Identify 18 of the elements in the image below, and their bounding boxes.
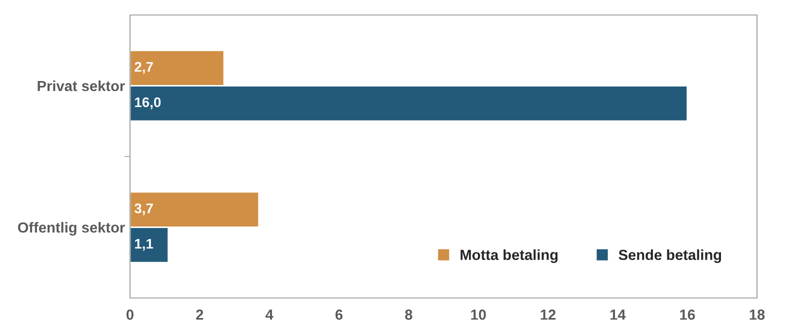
data-label: 16,0 xyxy=(135,97,161,110)
legend-label: Sende betaling xyxy=(618,249,722,263)
x-tick-label: 8 xyxy=(405,309,412,320)
x-tick-label: 6 xyxy=(335,309,343,320)
x-tick-label: 14 xyxy=(610,310,626,320)
y-tick-label: Offentlig sektor xyxy=(18,222,125,236)
y-tick-label: Privat sektor xyxy=(38,80,125,92)
x-tick-label: 18 xyxy=(750,309,765,320)
x-tick-label: 2 xyxy=(196,309,204,320)
x-tick-label: 0 xyxy=(126,309,134,320)
data-label: 2,7 xyxy=(134,62,153,74)
x-tick-label: 12 xyxy=(540,309,556,320)
x-tick-label: 10 xyxy=(471,309,486,320)
data-label: 3,7 xyxy=(134,203,153,216)
x-tick-label: 4 xyxy=(266,310,274,320)
x-tick-label: 16 xyxy=(680,309,695,320)
legend-label: Motta betaling xyxy=(460,249,558,263)
data-label: 1,1 xyxy=(135,238,154,251)
